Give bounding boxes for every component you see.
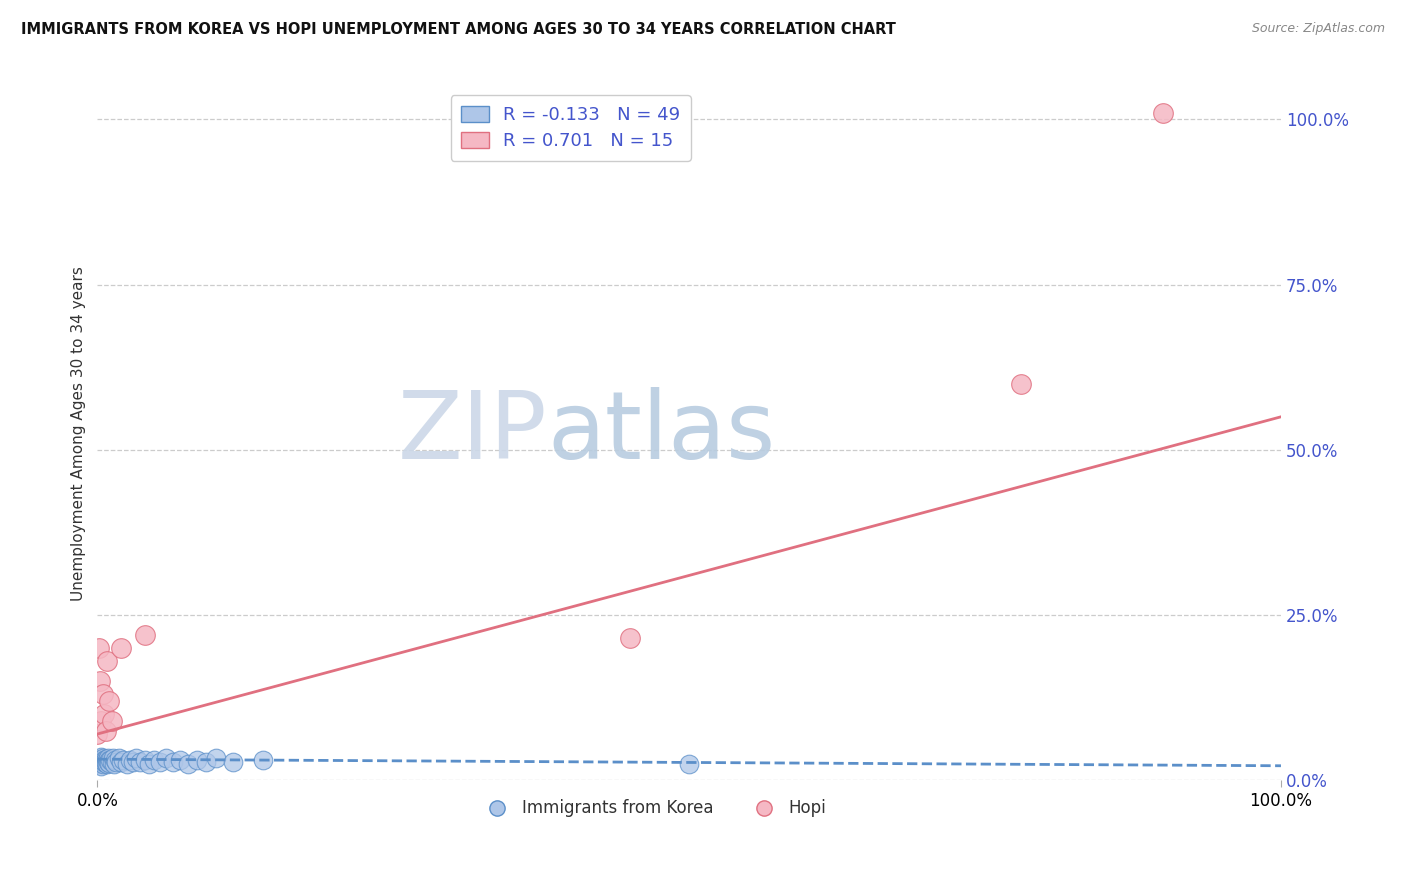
Point (97, 751, 120, 765)
Point (155, 751, 177, 765)
Point (90, 714, 112, 728)
Point (86, 755, 108, 769)
Point (104, 754, 127, 768)
Point (91, 754, 114, 768)
Point (93, 707, 115, 722)
Point (107, 751, 129, 765)
Point (1010, 376, 1032, 391)
Text: ZIP: ZIP (398, 387, 547, 479)
Point (98, 694, 121, 708)
Point (120, 754, 142, 768)
Point (87, 756, 110, 771)
Point (112, 753, 135, 767)
Text: atlas: atlas (547, 387, 775, 479)
Point (97, 756, 120, 770)
Point (100, 714, 122, 728)
Text: Source: ZipAtlas.com: Source: ZipAtlas.com (1251, 22, 1385, 36)
Point (93, 755, 115, 769)
Point (1152, 105, 1174, 120)
Point (252, 753, 274, 767)
Point (169, 753, 191, 767)
Point (678, 756, 700, 771)
Point (93, 754, 115, 768)
Point (98, 756, 121, 771)
Point (103, 756, 125, 771)
Point (89, 756, 111, 770)
Point (89, 752, 111, 766)
Y-axis label: Unemployment Among Ages 30 to 34 years: Unemployment Among Ages 30 to 34 years (72, 266, 86, 601)
Point (186, 754, 208, 768)
Point (91, 755, 114, 769)
Point (87, 641, 110, 656)
Point (96, 754, 118, 768)
Point (177, 756, 200, 771)
Point (105, 755, 128, 769)
Point (100, 755, 122, 769)
Point (90, 750, 112, 764)
Point (87, 754, 110, 768)
Point (98, 753, 121, 767)
Point (110, 756, 132, 770)
Point (121, 755, 143, 769)
Point (115, 756, 138, 771)
Point (204, 751, 226, 765)
Point (134, 753, 156, 767)
Point (91, 751, 114, 765)
Point (162, 756, 184, 770)
Point (94, 723, 117, 738)
Point (134, 628, 156, 642)
Point (89, 674, 111, 689)
Point (129, 756, 152, 770)
Point (96, 756, 118, 771)
Point (143, 754, 166, 768)
Point (94, 756, 117, 771)
Point (91, 687, 114, 701)
Point (125, 751, 148, 765)
Text: IMMIGRANTS FROM KOREA VS HOPI UNEMPLOYMENT AMONG AGES 30 TO 34 YEARS CORRELATION: IMMIGRANTS FROM KOREA VS HOPI UNEMPLOYME… (21, 22, 896, 37)
Point (101, 751, 124, 765)
Point (98, 754, 121, 768)
Point (222, 756, 245, 770)
Point (619, 631, 641, 645)
Legend: Immigrants from Korea, Hopi: Immigrants from Korea, Hopi (474, 793, 834, 824)
Point (90, 758, 112, 772)
Point (86, 727, 108, 741)
Point (94, 752, 117, 766)
Point (138, 756, 160, 771)
Point (96, 654, 118, 668)
Point (195, 755, 218, 769)
Point (110, 641, 132, 656)
Point (91, 756, 114, 771)
Point (149, 755, 172, 769)
